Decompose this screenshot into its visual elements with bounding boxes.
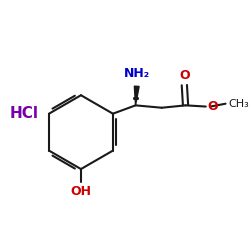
Text: CH₃: CH₃ <box>228 99 249 109</box>
Polygon shape <box>134 86 139 105</box>
Text: HCl: HCl <box>9 106 38 120</box>
Text: NH₂: NH₂ <box>124 67 150 80</box>
Text: O: O <box>179 69 190 82</box>
Text: OH: OH <box>70 184 92 198</box>
Text: O: O <box>207 100 218 113</box>
